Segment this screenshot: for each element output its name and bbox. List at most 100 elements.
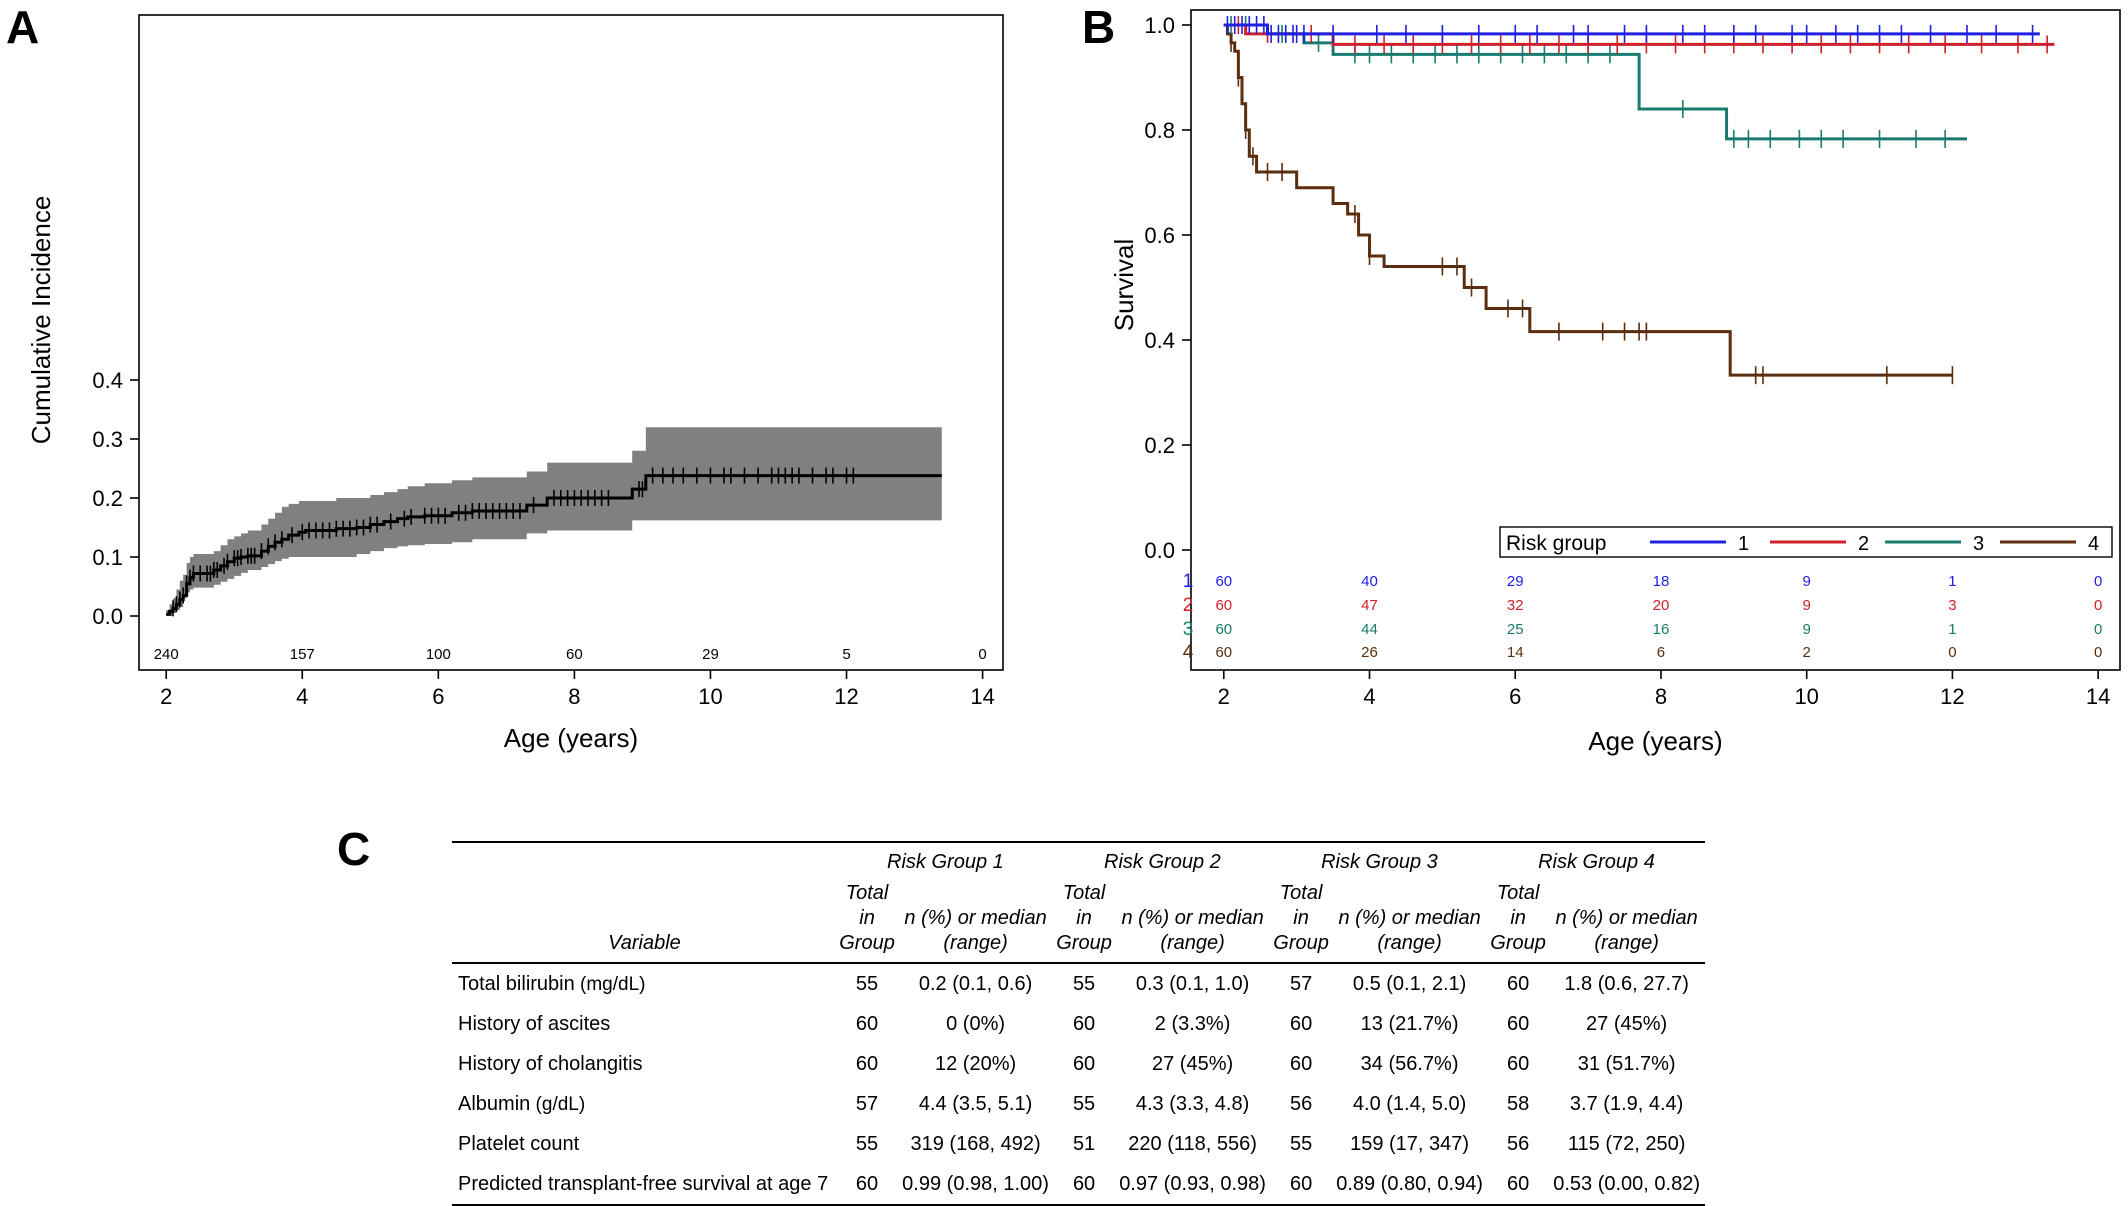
panel-label-a: A xyxy=(6,1,40,53)
variable-name: Predicted transplant-free survival at ag… xyxy=(458,1172,829,1195)
stat-cell: 27 (45%) xyxy=(1586,1012,1668,1035)
total-header-line: Group xyxy=(839,932,895,954)
total-in-group-header: Total in Group xyxy=(837,881,897,963)
table-row: Platelet count 55 319 (168, 492) 51 220 (118… xyxy=(452,1124,1705,1164)
variable-unit: (mg/dL) xyxy=(574,973,646,995)
stat-cell: 12 (20%) xyxy=(934,1052,1017,1075)
at-risk-group-label: 1 xyxy=(1183,571,1194,592)
at-risk-count: 60 xyxy=(1215,597,1232,614)
stat-cell: 0 (0%) xyxy=(946,1012,1006,1035)
total-cell: 60 xyxy=(1289,1052,1313,1075)
at-risk-count: 0 xyxy=(2094,597,2102,614)
total-cell: 56 xyxy=(1506,1132,1530,1155)
total-header-line: Total xyxy=(1496,882,1540,904)
total-cell: 55 xyxy=(1289,1132,1313,1155)
stat-cell: 1.8 (0.6, 27.7) xyxy=(1564,972,1689,995)
at-risk-count: 18 xyxy=(1653,573,1670,590)
table-row: Predicted transplant-free survival at ag… xyxy=(452,1164,1705,1205)
total-in-group-header: Total in Group xyxy=(1488,881,1548,963)
at-risk-count: 5 xyxy=(842,646,850,663)
total-cell: 60 xyxy=(1072,1052,1096,1075)
table-row: Total bilirubin (mg/dL) 55 0.2 (0.1, 0.6) 5… xyxy=(452,963,1705,1004)
total-header-line: Group xyxy=(1273,932,1329,954)
at-risk-count: 40 xyxy=(1361,573,1378,590)
total-header-line: in xyxy=(859,907,875,929)
stat-cell: 0.97 (0.93, 0.98) xyxy=(1119,1172,1266,1195)
x-tick-label: 10 xyxy=(1794,684,1818,709)
total-header-line: in xyxy=(1510,907,1526,929)
total-header-line: Group xyxy=(1056,932,1112,954)
stat-header-line: n (%) or median xyxy=(1338,907,1481,929)
at-risk-count: 1 xyxy=(1948,573,1956,590)
total-cell: 60 xyxy=(1289,1012,1313,1035)
at-risk-count: 32 xyxy=(1507,597,1524,614)
total-cell: 55 xyxy=(1072,1092,1096,1115)
x-tick-label: 14 xyxy=(970,684,994,709)
x-tick-label: 14 xyxy=(2086,684,2110,709)
plot-frame xyxy=(138,14,1004,671)
at-risk-count: 60 xyxy=(1215,573,1232,590)
stat-cell: 3.7 (1.9, 4.4) xyxy=(1569,1092,1684,1115)
total-cell: 60 xyxy=(1506,1052,1530,1075)
stat-cell: 0.53 (0.00, 0.82) xyxy=(1553,1172,1701,1195)
total-cell: 58 xyxy=(1506,1092,1530,1115)
stat-cell: 220 (118, 556) xyxy=(1128,1132,1257,1155)
at-risk-count: 14 xyxy=(1507,644,1524,661)
total-cell: 55 xyxy=(1072,972,1096,995)
survival-curve-group-3 xyxy=(1223,23,1967,141)
total-cell: 60 xyxy=(1506,1012,1530,1035)
stat-cell: 319 (168, 492) xyxy=(910,1132,1041,1155)
at-risk-group-label: 3 xyxy=(1183,619,1194,640)
stat-cell: 0.5 (0.1, 2.1) xyxy=(1352,972,1467,995)
legend-label: 2 xyxy=(1858,533,1869,555)
variable-header: Variable xyxy=(608,932,681,954)
table-header-spacer xyxy=(452,842,837,881)
at-risk-count: 0 xyxy=(2094,644,2102,661)
total-cell: 60 xyxy=(855,1172,879,1195)
stat-header-line: n (%) or median xyxy=(1555,907,1698,929)
y-tick-label: 0.8 xyxy=(1144,118,1175,143)
at-risk-count: 0 xyxy=(978,646,986,663)
y-tick-label: 0.1 xyxy=(92,545,123,570)
total-cell: 60 xyxy=(1506,1172,1530,1195)
variable-name: Platelet count xyxy=(458,1132,580,1155)
stat-cell: 31 (51.7%) xyxy=(1577,1052,1676,1075)
total-header-line: in xyxy=(1076,907,1092,929)
at-risk-count: 60 xyxy=(1215,644,1232,661)
stat-cell: 0.99 (0.98, 1.00) xyxy=(902,1172,1049,1195)
x-tick-label: 8 xyxy=(1655,684,1667,709)
at-risk-group-label: 2 xyxy=(1183,595,1194,616)
survival-curve-group-1 xyxy=(1223,23,2040,36)
variable-unit: (g/dL) xyxy=(530,1093,586,1115)
at-risk-count: 25 xyxy=(1507,621,1524,638)
at-risk-count: 3 xyxy=(1948,597,1956,614)
at-risk-count: 60 xyxy=(566,646,583,663)
x-tick-label: 4 xyxy=(1363,684,1375,709)
legend-label: 1 xyxy=(1738,533,1749,555)
table-c-risk-groups: Risk Group 1 Risk Group 2 Risk Group 3 R… xyxy=(452,841,1705,1206)
at-risk-count: 240 xyxy=(154,646,179,663)
y-tick-label: 0.4 xyxy=(1144,328,1175,353)
total-header-line: in xyxy=(1293,907,1309,929)
total-cell: 57 xyxy=(1289,972,1313,995)
at-risk-group-label: 4 xyxy=(1183,642,1194,663)
y-tick-label: 1.0 xyxy=(1144,13,1175,38)
stat-header-line: n (%) or median xyxy=(1121,907,1264,929)
variable-name: Albumin (g/dL) xyxy=(458,1092,586,1115)
table-row: History of ascites 60 0 (0%) 60 2 (3.3%) 60 13… xyxy=(452,1004,1705,1044)
total-header-line: Group xyxy=(1490,932,1546,954)
panel-label-b: B xyxy=(1082,1,1116,53)
y-axis-title: Survival xyxy=(1109,239,1139,331)
x-axis-title: Age (years) xyxy=(1588,726,1722,756)
y-tick-label: 0.4 xyxy=(92,368,123,393)
stat-header-line: (range) xyxy=(1594,932,1659,954)
stat-cell: 4.3 (3.3, 4.8) xyxy=(1135,1092,1250,1115)
stat-cell: 27 (45%) xyxy=(1152,1052,1234,1075)
at-risk-count: 26 xyxy=(1361,644,1378,661)
at-risk-count: 60 xyxy=(1215,621,1232,638)
y-tick-label: 0.0 xyxy=(92,604,123,629)
legend-title: Risk group xyxy=(1506,532,1606,555)
total-cell: 60 xyxy=(855,1012,879,1035)
total-header-line: Total xyxy=(1279,882,1323,904)
at-risk-count: 6 xyxy=(1657,644,1665,661)
